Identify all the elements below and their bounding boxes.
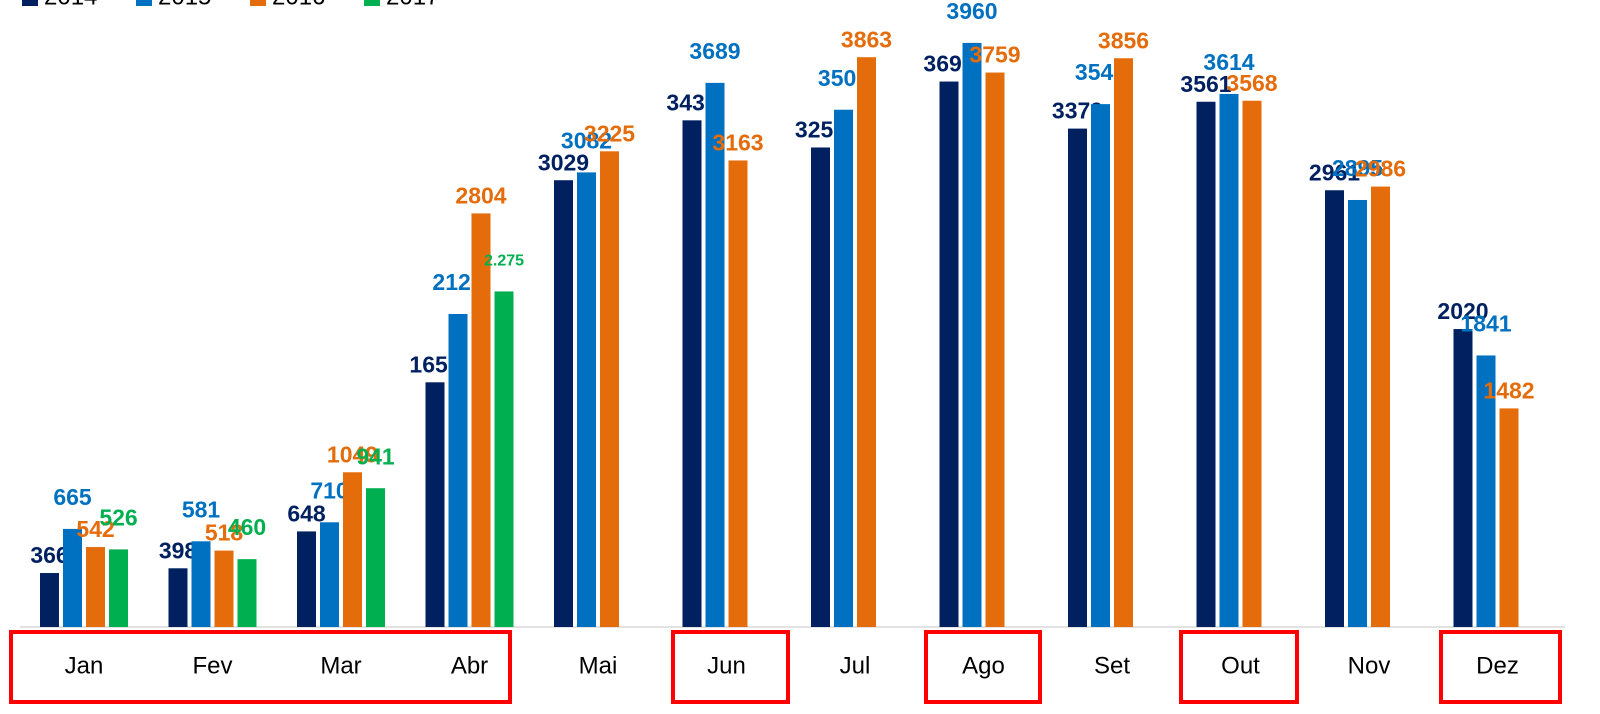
bar	[448, 314, 468, 627]
bar	[728, 160, 748, 627]
x-tick-label: Set	[1094, 652, 1130, 679]
bar	[1325, 190, 1344, 627]
value-label: 665	[53, 484, 92, 510]
value-label: 460	[228, 514, 266, 540]
bar	[1348, 199, 1367, 628]
value-label: 3163	[712, 130, 763, 156]
bar	[191, 541, 211, 627]
legend-label: 2014	[44, 0, 97, 10]
bar	[1371, 186, 1390, 627]
bar	[939, 81, 959, 628]
value-label: 2961	[1309, 159, 1360, 185]
x-tick-label: Jun	[707, 652, 746, 679]
legend-label: 2015	[158, 0, 211, 10]
value-label: 2020	[1437, 298, 1488, 324]
value-label: 648	[287, 500, 326, 526]
bar	[63, 528, 82, 627]
value-label: 2986	[1355, 156, 1406, 182]
bar	[237, 559, 257, 627]
value-label: 581	[182, 496, 221, 522]
value-label: 542	[76, 516, 114, 542]
value-label: 2.275	[484, 253, 524, 270]
x-tick-label: Out	[1221, 652, 1260, 679]
value-label: 518	[205, 520, 244, 546]
bar	[1476, 355, 1496, 627]
legend-label: 2016	[272, 0, 325, 10]
bar	[425, 382, 445, 627]
highlight-box	[924, 630, 1042, 704]
value-label: 2804	[455, 182, 506, 208]
value-label: 1049	[327, 441, 378, 467]
bar	[168, 568, 188, 627]
x-tick-label: Ago	[962, 652, 1005, 679]
value-label: 526	[99, 504, 137, 530]
bar	[1499, 408, 1519, 627]
x-tick-label: Nov	[1348, 652, 1391, 679]
bar	[1196, 101, 1216, 627]
value-label: 3759	[969, 42, 1020, 68]
legend-swatch	[250, 0, 266, 6]
highlight-box	[1439, 630, 1562, 704]
highlight-box	[1179, 630, 1299, 704]
bar	[705, 82, 725, 627]
value-label: 710	[310, 477, 348, 503]
bar	[1091, 104, 1110, 628]
value-label: 941	[356, 443, 395, 469]
x-tick-label: Fev	[192, 652, 232, 679]
value-label: 366	[30, 542, 68, 568]
value-label: 3568	[1226, 70, 1277, 96]
bar	[494, 291, 514, 627]
value-label: 3960	[946, 0, 997, 24]
value-label: 3689	[689, 38, 740, 64]
bar	[962, 42, 982, 627]
value-label: 3029	[538, 149, 589, 175]
value-label: 398	[159, 537, 198, 563]
x-tick-label: Abr	[451, 652, 488, 679]
bar	[1068, 128, 1087, 627]
highlight-box	[9, 630, 512, 704]
value-label: 3225	[584, 120, 635, 146]
value-label: 1841	[1460, 311, 1511, 337]
bar	[40, 573, 59, 627]
bar	[86, 547, 105, 627]
bar	[109, 549, 128, 627]
value-label: 3863	[841, 26, 892, 52]
bar	[1114, 58, 1133, 628]
bar	[320, 522, 339, 627]
x-tick-label: Jul	[840, 652, 871, 679]
legend-swatch	[136, 0, 152, 6]
bar	[471, 213, 491, 627]
bar	[297, 531, 316, 627]
x-tick-label: Dez	[1476, 652, 1519, 679]
bar	[682, 120, 702, 628]
bar	[1242, 100, 1262, 628]
bar	[600, 151, 619, 627]
value-label: 1482	[1483, 377, 1534, 403]
value-label: 2895	[1332, 155, 1383, 181]
x-tick-label: Jan	[65, 652, 104, 679]
bar	[1453, 329, 1473, 627]
legend-swatch	[22, 0, 38, 6]
bar	[834, 109, 853, 627]
highlight-box	[671, 630, 790, 704]
bar	[577, 172, 596, 627]
legend-swatch	[364, 0, 380, 6]
bar	[554, 180, 573, 627]
legend-label: 2017	[386, 0, 439, 10]
bar	[366, 488, 385, 627]
value-label: 3561	[1180, 71, 1231, 97]
bar	[811, 147, 830, 628]
bar	[857, 57, 876, 627]
bar	[1219, 93, 1239, 627]
value-label: 3856	[1098, 27, 1149, 53]
bar	[214, 550, 234, 627]
highlight-boxes	[9, 630, 1562, 704]
bar	[985, 72, 1005, 628]
value-label: 3082	[561, 127, 612, 153]
x-tick-label: Mai	[579, 652, 618, 679]
x-tick-label: Mar	[320, 652, 361, 679]
bar	[343, 472, 362, 627]
value-label: 3614	[1203, 49, 1254, 75]
